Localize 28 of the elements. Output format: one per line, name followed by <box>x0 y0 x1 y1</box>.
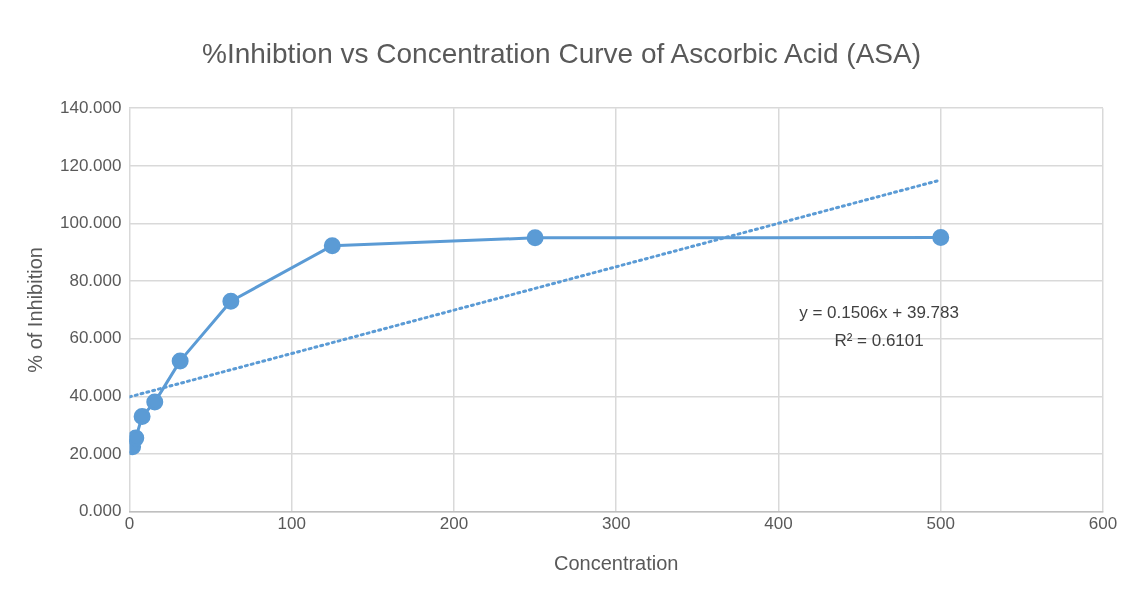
x-tick-label: 100 <box>277 514 306 534</box>
annotation: y = 0.1506x + 39.783 <box>799 303 959 323</box>
x-tick-label: 200 <box>439 514 469 534</box>
y-tick-label: 80.000 <box>69 270 122 290</box>
y-tick-label: 140.000 <box>60 97 122 117</box>
point <box>146 393 164 411</box>
point <box>171 352 189 370</box>
point <box>222 292 240 310</box>
x-axis-title: Concentration <box>553 551 679 574</box>
point <box>526 229 544 247</box>
x-tick-label: 0 <box>124 514 135 534</box>
x-tick-label: 400 <box>764 514 793 534</box>
y-tick-label: 100.000 <box>60 213 122 233</box>
annotation: R² = 0.6101 <box>834 331 924 351</box>
y-tick-label: 120.000 <box>60 155 122 175</box>
point <box>129 429 145 447</box>
y-tick-label: 60.000 <box>69 328 122 348</box>
point <box>133 408 151 426</box>
y-tick-label: 40.000 <box>69 386 122 406</box>
point <box>323 237 341 255</box>
point <box>932 229 950 247</box>
y-tick-label: 20.000 <box>69 443 122 463</box>
y-tick-label: 0.000 <box>78 501 122 521</box>
chart-title: %Inhibtion vs Concentration Curve of Ascorbic Acid (ASA) <box>201 38 922 70</box>
x-tick-label: 500 <box>926 514 955 534</box>
x-tick-label: 600 <box>1088 514 1118 534</box>
x-tick-label: 300 <box>602 514 631 534</box>
y-axis-title: % of Inhibition <box>23 247 46 373</box>
